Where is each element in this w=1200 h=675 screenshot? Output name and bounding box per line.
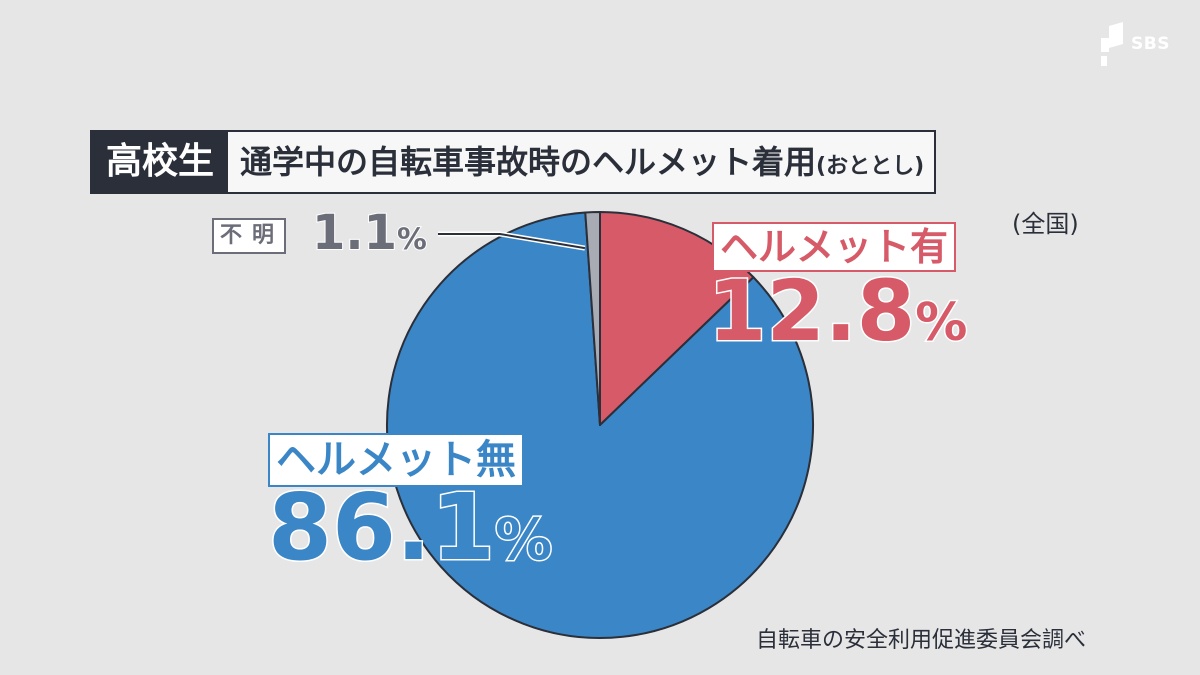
scope-note: (全国) — [1012, 210, 1079, 238]
label-yes-number: 12.8 — [706, 261, 916, 362]
label-unknown-number: 1.1 — [311, 204, 398, 262]
label-unknown-value: 1.1% — [311, 204, 428, 262]
label-yes-value: 12.8% — [706, 261, 969, 362]
pie-slice-unknown — [584, 211, 601, 426]
sbs-logo: SBS — [1097, 22, 1187, 72]
label-unknown-name: 不明 — [212, 218, 287, 254]
label-yes-name: ヘルメット有 — [712, 222, 957, 272]
title-year-note: (おととし) — [816, 154, 925, 179]
label-yes-unit: % — [914, 292, 969, 355]
leader-line-unknown — [438, 233, 586, 250]
sbs-logo-text: SBS — [1131, 34, 1170, 54]
sbs-logo-mark-icon — [1101, 22, 1123, 66]
source-note: 自転車の安全利用促進委員会調べ — [756, 628, 1087, 653]
title-main-text: 通学中の自転車事故時のヘルメット着用 — [240, 143, 817, 181]
label-no-number: 86.1 — [267, 473, 497, 583]
label-no-value: 86.1% — [267, 473, 554, 583]
label-no-name: ヘルメット無 — [268, 433, 524, 487]
title-main: 通学中の自転車事故時のヘルメット着用(おととし) — [228, 132, 935, 192]
chart-title: 高校生 通学中の自転車事故時のヘルメット着用(おととし) — [90, 130, 937, 194]
title-tag: 高校生 — [92, 132, 229, 192]
label-no-unit: % — [493, 506, 553, 575]
label-unknown-unit: % — [396, 221, 428, 258]
